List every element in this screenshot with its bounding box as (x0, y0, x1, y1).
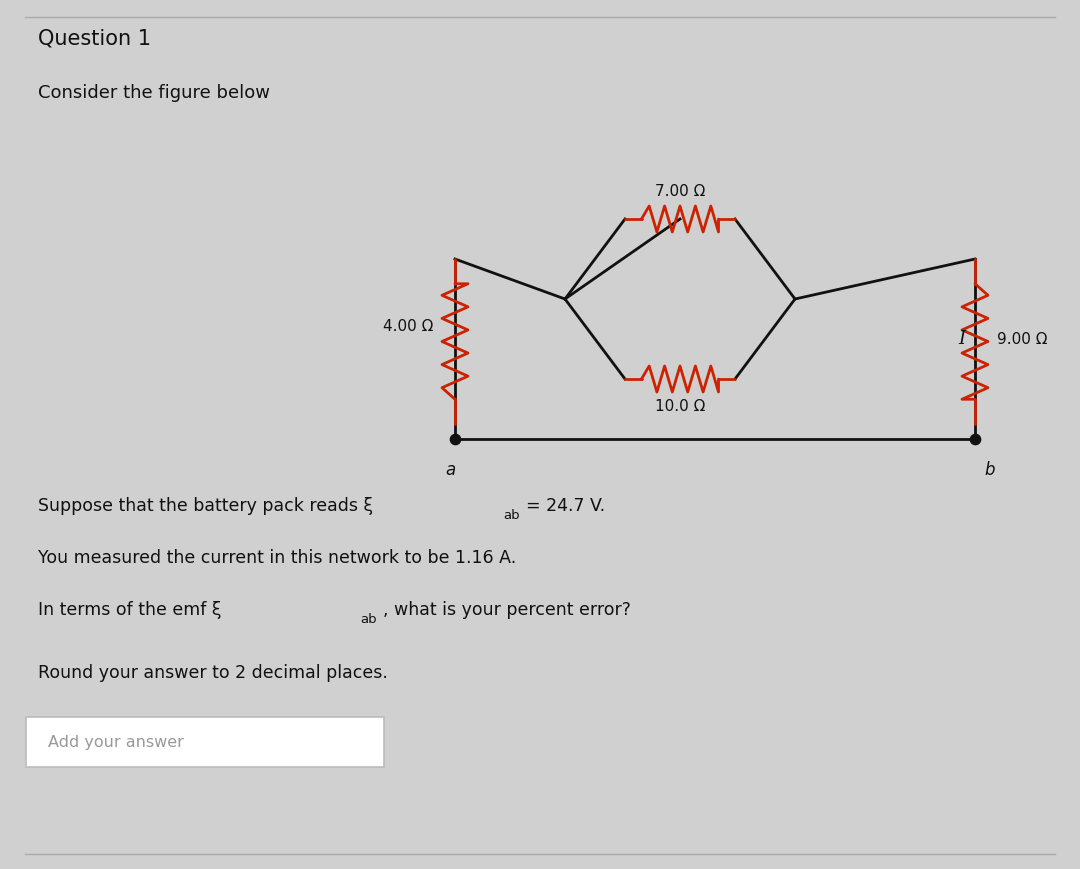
Text: Add your answer: Add your answer (48, 734, 184, 749)
Text: Suppose that the battery pack reads ξ: Suppose that the battery pack reads ξ (38, 497, 373, 515)
Point (446, 432, 463, 446)
Text: You measured the current in this network to be 1.16 A.: You measured the current in this network… (38, 549, 516, 567)
Point (967, 432, 984, 446)
Text: In terms of the emf ξ: In terms of the emf ξ (38, 601, 221, 619)
Text: 4.00 Ω: 4.00 Ω (382, 319, 433, 334)
Text: ab: ab (503, 509, 519, 522)
Text: = 24.7 V.: = 24.7 V. (526, 497, 605, 515)
Text: Consider the figure below: Consider the figure below (38, 84, 270, 102)
Text: 7.00 Ω: 7.00 Ω (654, 184, 705, 199)
Text: ab: ab (360, 613, 377, 626)
Text: , what is your percent error?: , what is your percent error? (383, 601, 631, 619)
Text: Question 1: Question 1 (38, 29, 151, 49)
Text: a: a (445, 461, 455, 479)
FancyBboxPatch shape (26, 717, 384, 767)
Text: b: b (985, 461, 996, 479)
Text: 9.00 Ω: 9.00 Ω (997, 331, 1048, 347)
Text: 10.0 Ω: 10.0 Ω (654, 399, 705, 414)
Text: Round your answer to 2 decimal places.: Round your answer to 2 decimal places. (38, 664, 388, 682)
Text: I: I (958, 330, 966, 348)
